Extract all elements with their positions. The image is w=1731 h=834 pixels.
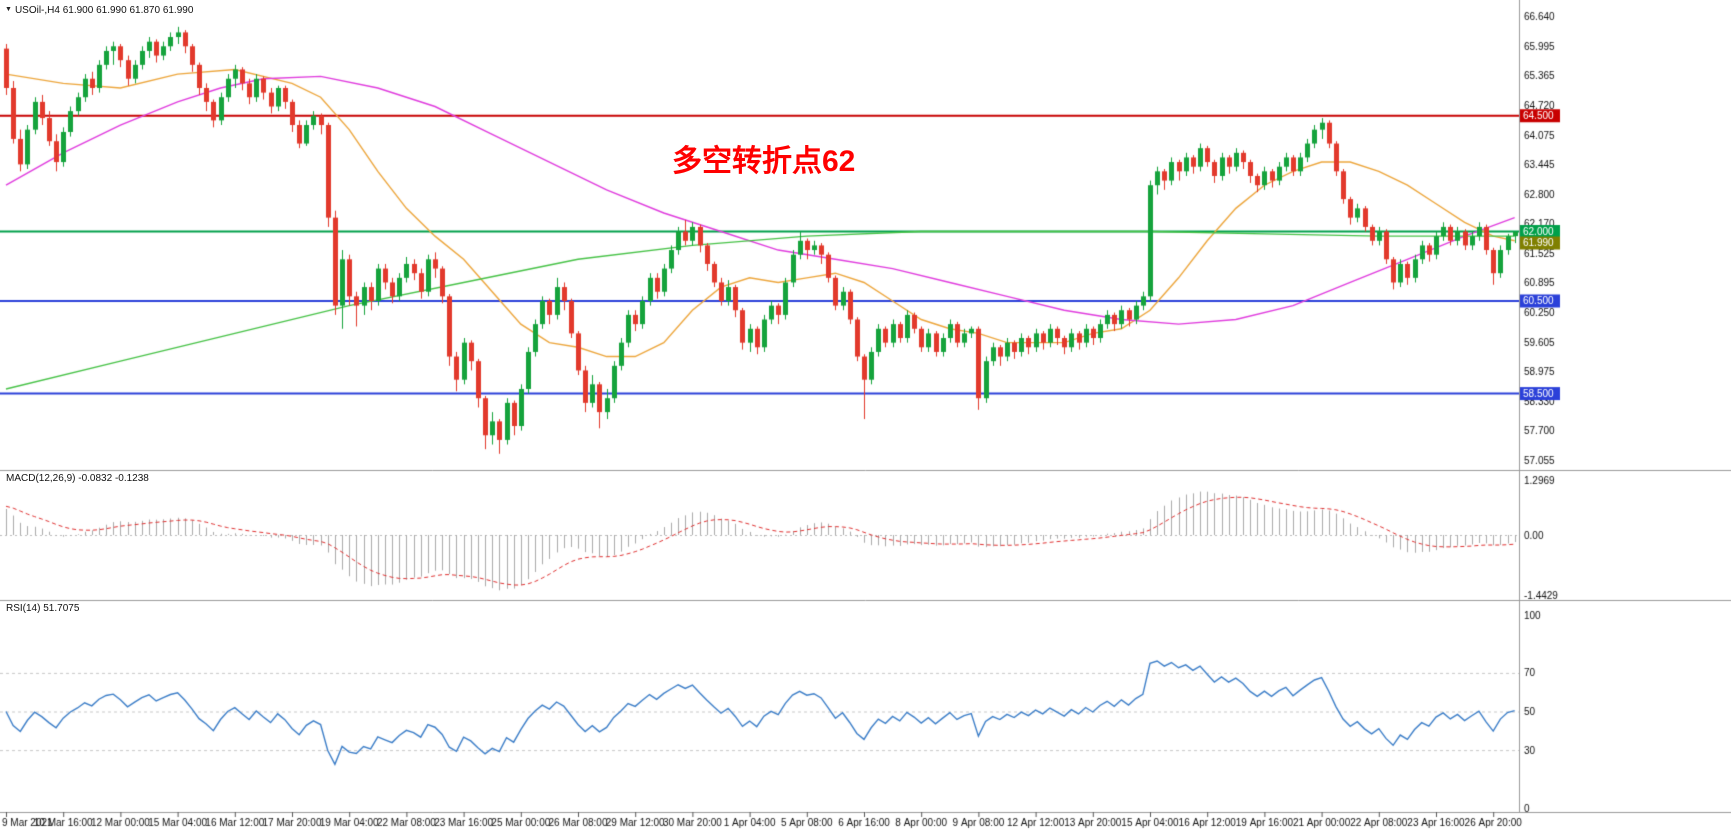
symbol-ohlc-label: USOil-,H4 61.900 61.990 61.870 61.990: [14, 5, 194, 16]
time-axis-region[interactable]: [0, 812, 1731, 834]
macd-indicator-label: MACD(12,26,9) -0.0832 -0.1238: [6, 473, 149, 484]
main-chart-region[interactable]: [0, 0, 1519, 470]
rsi-indicator-label: RSI(14) 51.7075: [6, 603, 80, 614]
symbol-info: ▼ USOil-,H4 61.900 61.990 61.870 61.990: [5, 5, 193, 16]
rsi-panel-region[interactable]: [0, 600, 1519, 812]
macd-panel-region[interactable]: [0, 470, 1519, 600]
chevron-down-icon: ▼: [5, 6, 12, 13]
annotation-text: 多空转折点62: [672, 145, 856, 178]
price-axis-region[interactable]: [1519, 0, 1731, 812]
